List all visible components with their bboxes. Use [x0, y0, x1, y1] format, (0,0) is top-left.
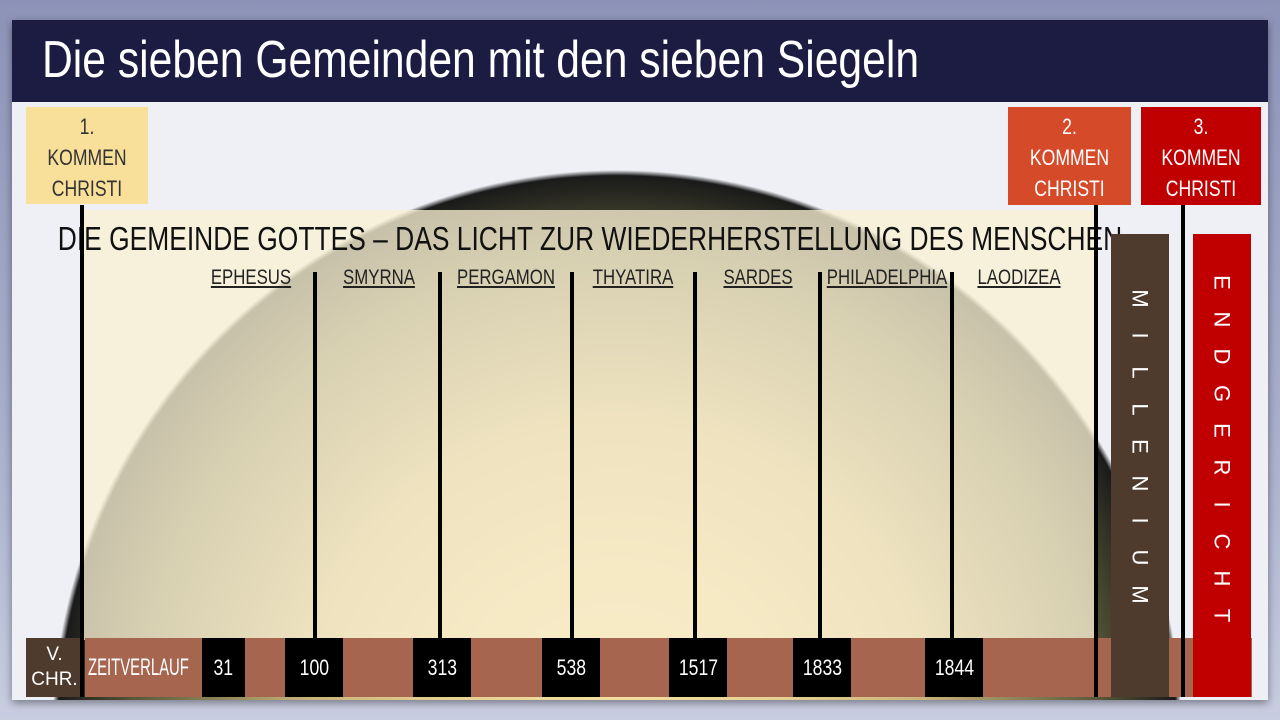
third-coming-label: KOMMEN	[1161, 145, 1241, 170]
third-coming-box: 3. KOMMEN CHRISTI	[1141, 107, 1261, 205]
millennium-bar: M I L L E N I U M	[1111, 234, 1169, 697]
vertical-letter: E	[1209, 275, 1235, 290]
church-ephesus: EPHESUS	[210, 266, 292, 289]
bc-label-1: V.	[46, 644, 63, 665]
vertical-letter: E	[1209, 423, 1235, 438]
church-smyrna: SMYRNA	[343, 266, 415, 289]
main-heading: DIE GEMEINDE GOTTES – DAS LICHT ZUR WIED…	[57, 220, 1123, 257]
final-judgment-bar: E N D G E R I C H T	[1193, 234, 1251, 697]
second-coming-christi: CHRISTI	[1034, 176, 1105, 201]
vertical-letter: D	[1209, 348, 1235, 365]
vertical-letter: H	[1209, 570, 1235, 587]
third-coming-line	[1181, 205, 1185, 697]
era-divider	[570, 272, 574, 640]
year-100: 100	[285, 638, 343, 697]
vertical-letter: G	[1209, 384, 1235, 403]
timeline-bar	[85, 638, 1252, 697]
slide-title: Die sieben Gemeinden mit den sieben Sieg…	[42, 31, 920, 89]
vertical-letter: I	[1127, 517, 1153, 524]
era-divider	[438, 272, 442, 640]
year-31: 31	[202, 638, 245, 697]
year-1844: 1844	[925, 638, 983, 697]
vertical-letter: L	[1127, 403, 1153, 416]
first-coming-christi: CHRISTI	[51, 176, 123, 201]
first-coming-number: 1.	[79, 114, 95, 139]
second-coming-box: 2. KOMMEN CHRISTI	[1008, 107, 1131, 205]
church-laodizea: LAODIZEA	[977, 266, 1061, 289]
era-divider	[313, 272, 317, 640]
second-coming-number: 2.	[1062, 114, 1077, 139]
first-coming-box: 1. KOMMEN CHRISTI	[26, 107, 148, 204]
year-1833: 1833	[793, 638, 851, 697]
third-coming-christi: CHRISTI	[1165, 176, 1237, 201]
year-313: 313	[413, 638, 471, 697]
bc-label-2: CHR.	[31, 669, 78, 690]
year-1517: 1517	[669, 638, 727, 697]
first-coming-line	[80, 205, 84, 697]
vertical-letter: E	[1127, 439, 1153, 454]
vertical-letter: N	[1209, 311, 1235, 328]
era-divider	[693, 272, 697, 640]
church-sardes: SARDES	[723, 266, 793, 289]
bc-box: V. CHR.	[26, 638, 83, 697]
vertical-letter: T	[1209, 608, 1235, 623]
vertical-letter: R	[1209, 459, 1235, 476]
church-era-panel	[84, 210, 1094, 640]
slide: Die sieben Gemeinden mit den sieben Sieg…	[12, 20, 1268, 700]
third-coming-number: 3.	[1193, 114, 1209, 139]
church-thyatira: THYATIRA	[592, 266, 674, 289]
era-divider	[950, 272, 954, 640]
vertical-letter: C	[1209, 533, 1235, 550]
church-pergamon: PERGAMON	[456, 266, 556, 289]
vertical-letter: U	[1127, 549, 1153, 566]
second-coming-line	[1094, 205, 1098, 697]
vertical-letter: L	[1127, 366, 1153, 379]
era-divider	[818, 272, 822, 640]
vertical-letter: I	[1127, 332, 1153, 339]
timeline-label: ZEITVERLAUF	[88, 654, 189, 681]
second-coming-label: KOMMEN	[1029, 145, 1110, 170]
vertical-letter: M	[1127, 585, 1153, 604]
title-bar: Die sieben Gemeinden mit den sieben Sieg…	[12, 20, 1268, 102]
vertical-letter: I	[1209, 501, 1235, 508]
church-philadelphia: PHILADELPHIA	[826, 266, 948, 289]
vertical-letter: M	[1127, 289, 1153, 308]
first-coming-label: KOMMEN	[47, 145, 127, 170]
vertical-letter: N	[1127, 475, 1153, 492]
year-538: 538	[542, 638, 600, 697]
